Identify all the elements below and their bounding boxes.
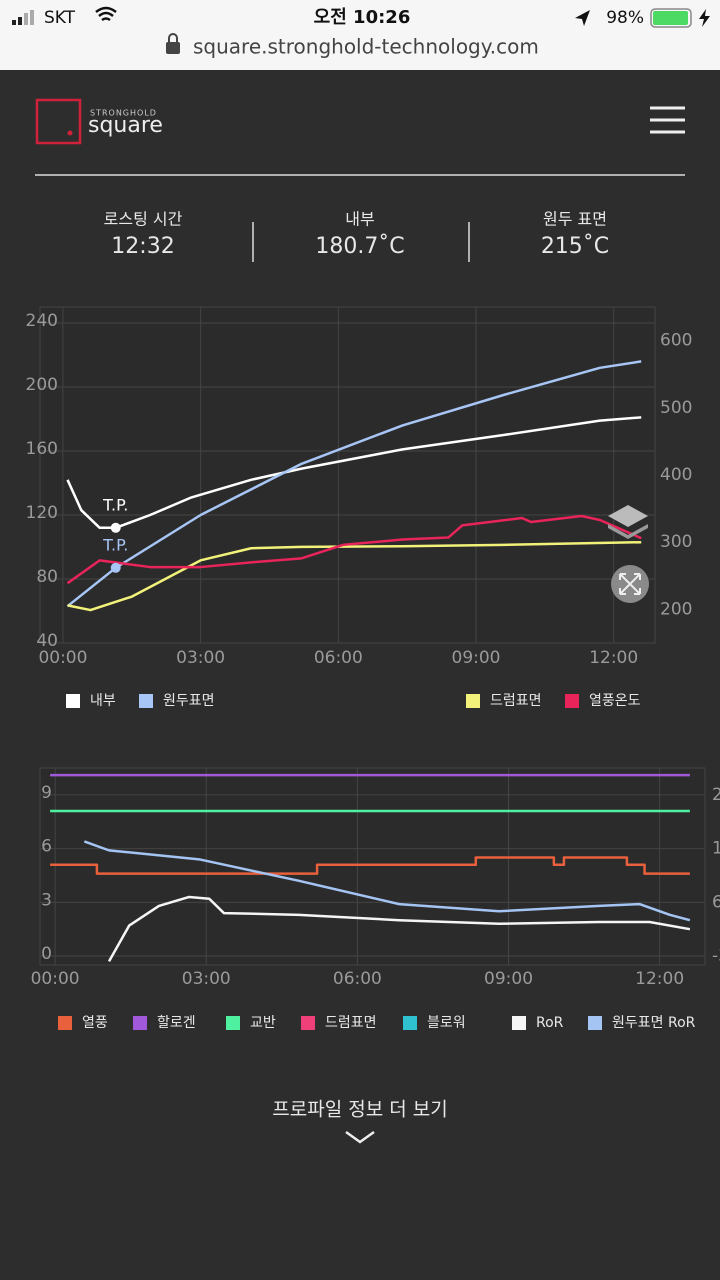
x-tick-label: 00:00: [38, 648, 87, 668]
signal-icon: [12, 10, 34, 25]
y-tick-label: 0: [41, 944, 52, 964]
plot-area: [39, 306, 656, 644]
chevron[interactable]: [345, 1130, 375, 1144]
y2-tick-label: 15: [712, 839, 720, 859]
legend-swatch: [403, 1016, 417, 1030]
x-tick-label: 09:00: [484, 969, 533, 989]
stat-label: 원두 표면: [543, 210, 607, 229]
legend-label: 원두표면: [163, 693, 215, 709]
y2-tick-label: 600: [660, 331, 692, 351]
legend-swatch: [301, 1016, 315, 1030]
x-tick-label: 12:00: [635, 969, 684, 989]
tp-marker: [110, 562, 121, 573]
y-tick-label: 200: [26, 375, 58, 395]
x-tick-label: 00:00: [31, 969, 80, 989]
legend-swatch: [512, 1016, 526, 1030]
series-line: [67, 540, 642, 612]
y-tick-label: 240: [26, 311, 58, 331]
clock: 오전 10:26: [314, 7, 411, 28]
legend-label: 할로겐: [157, 1015, 196, 1031]
y-tick-label: 40: [36, 631, 58, 651]
url[interactable]: square.stronghold-technology.com: [193, 35, 539, 59]
logo-big: square: [88, 113, 163, 138]
y2-tick-label: 6: [712, 892, 720, 912]
legend-label: 내부: [90, 693, 116, 709]
stat-value: 12:32: [111, 234, 174, 259]
y-tick-label: 6: [41, 837, 52, 857]
y2-tick-label: 500: [660, 398, 692, 418]
battery-text: 98%: [606, 8, 644, 28]
stat-label: 로스팅 시간: [104, 210, 183, 229]
legend-label: 열풍: [82, 1015, 108, 1031]
legend-label: RoR: [536, 1015, 564, 1031]
x-tick-label: 09:00: [452, 648, 501, 668]
stat-label: 내부: [345, 210, 374, 229]
legend-label: 열풍온도: [589, 693, 641, 709]
legend-swatch: [226, 1016, 240, 1030]
tp-label: T.P.: [102, 535, 128, 554]
y2-tick-label: 24: [712, 785, 720, 805]
location-icon: [575, 10, 590, 26]
browser-bar: [0, 0, 720, 70]
battery-icon: [650, 8, 692, 28]
legend-label: 원두표면 RoR: [612, 1015, 696, 1031]
legend-swatch: [66, 694, 80, 708]
logo-box[interactable]: [35, 98, 82, 145]
menu-icon[interactable]: [650, 106, 685, 134]
y-tick-label: 9: [41, 783, 52, 803]
y-tick-label: 80: [36, 567, 58, 587]
series-line: [66, 360, 642, 608]
y2-tick-label: -3: [712, 946, 720, 966]
charging-icon: [699, 9, 710, 27]
series-line: [83, 840, 691, 922]
x-tick-label: 03:00: [182, 969, 231, 989]
series-line: [66, 416, 642, 530]
tp-label: T.P.: [102, 495, 128, 514]
x-tick-label: 06:00: [314, 648, 363, 668]
series-line: [50, 856, 690, 875]
y2-tick-label: 300: [660, 532, 692, 552]
y-tick-label: 120: [26, 503, 58, 523]
legend-swatch: [58, 1016, 72, 1030]
legend-label: 블로워: [427, 1015, 466, 1031]
logo-dot: [67, 130, 73, 136]
legend-swatch: [565, 694, 579, 708]
carrier: SKT: [44, 8, 76, 28]
more-link[interactable]: 프로파일 정보 더 보기: [272, 1099, 447, 1121]
x-tick-label: 06:00: [333, 969, 382, 989]
legend-label: 드럼표면: [325, 1015, 377, 1031]
y2-tick-label: 400: [660, 465, 692, 485]
lock-icon: [166, 42, 180, 54]
logo-small: STRONGHOLD: [90, 109, 157, 118]
series-line: [66, 514, 642, 585]
expand-icon: [619, 573, 641, 595]
stat-value: 180.7˚C: [315, 234, 404, 259]
legend-label: 교반: [250, 1015, 276, 1031]
legend-swatch: [133, 1016, 147, 1030]
layers-icon[interactable]: [608, 505, 648, 539]
battery-level: [653, 11, 688, 25]
x-tick-label: 03:00: [176, 648, 225, 668]
tp-marker: [110, 522, 121, 533]
y2-tick-label: 200: [660, 599, 692, 619]
x-tick-label: 12:00: [589, 648, 638, 668]
stat-value: 215˚C: [541, 234, 609, 259]
plot-area: [39, 767, 706, 966]
y-tick-label: 160: [26, 439, 58, 459]
y-tick-label: 3: [41, 890, 52, 910]
legend-swatch: [466, 694, 480, 708]
series-line: [107, 895, 691, 963]
lock-shackle: [168, 33, 178, 42]
legend-label: 드럼표면: [490, 693, 542, 709]
legend-swatch: [139, 694, 153, 708]
legend-swatch: [588, 1016, 602, 1030]
wifi-icon: [95, 6, 117, 22]
